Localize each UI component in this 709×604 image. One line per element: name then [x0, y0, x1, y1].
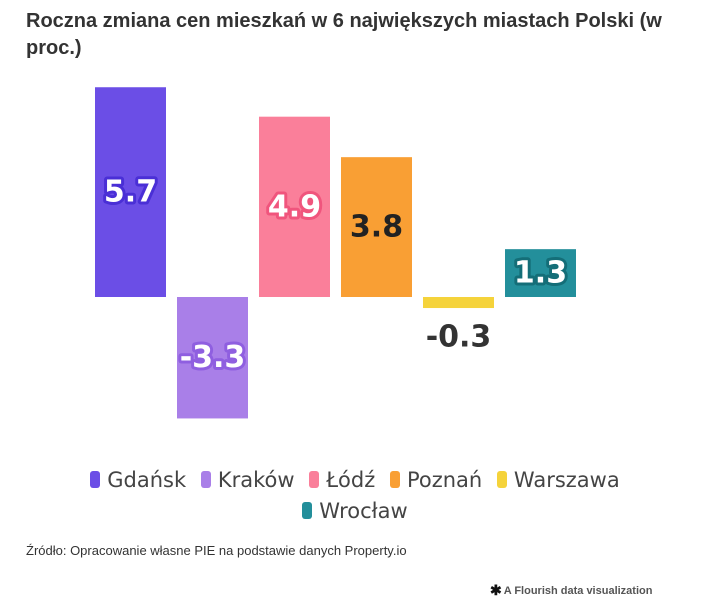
data-label-lodz: 4.9 [268, 189, 321, 224]
bar-chart: 5.7 -3.3 4.9 3.8 -0.3 1.3 [95, 87, 576, 419]
legend-item-wroclaw[interactable]: Wrocław [302, 496, 408, 527]
bar-warszawa[interactable] [423, 297, 494, 309]
data-label-warszawa: -0.3 [426, 320, 492, 355]
legend-label: Poznań [406, 468, 483, 492]
legend-swatch-icon [496, 471, 507, 488]
source-note: Źródło: Opracowanie własne PIE na podsta… [26, 543, 407, 558]
legend-swatch-icon [90, 471, 101, 488]
flourish-asterisk-icon: ✱ [490, 582, 502, 598]
data-label-krakow: -3.3 [180, 340, 246, 375]
legend: Gdańsk Kraków Łódź Poznań Warszawa Wrocł… [30, 465, 680, 527]
legend-label: Łódź [326, 468, 376, 492]
bar-poznan[interactable] [341, 157, 412, 297]
legend-item-gdansk[interactable]: Gdańsk [90, 465, 186, 496]
data-label-poznan: 3.8 [350, 210, 403, 245]
legend-label: Gdańsk [107, 468, 187, 492]
legend-swatch-icon [309, 471, 320, 488]
legend-swatch-icon [389, 471, 400, 488]
legend-item-krakow[interactable]: Kraków [200, 465, 295, 496]
flourish-credit-link[interactable]: ✱ A Flourish data visualization [490, 582, 652, 599]
data-label-wroclaw: 1.3 [514, 256, 567, 291]
bar-krakow[interactable] [177, 297, 248, 419]
bar-wroclaw[interactable] [505, 249, 576, 297]
flourish-credit-text: A Flourish data visualization [503, 585, 653, 597]
legend-item-poznan[interactable]: Poznań [389, 465, 483, 496]
legend-swatch-icon [302, 502, 313, 519]
legend-label: Kraków [217, 468, 295, 492]
legend-item-warszawa[interactable]: Warszawa [496, 465, 620, 496]
chart-title: Roczna zmiana cen mieszkań w 6 największ… [26, 10, 662, 59]
legend-item-lodz[interactable]: Łódź [309, 465, 375, 496]
legend-label: Warszawa [513, 468, 620, 492]
legend-swatch-icon [200, 471, 211, 488]
bar-gdansk[interactable] [95, 87, 166, 298]
bar-lodz[interactable] [259, 116, 330, 298]
data-label-gdansk: 5.7 [104, 175, 157, 210]
legend-label: Wrocław [319, 499, 408, 523]
